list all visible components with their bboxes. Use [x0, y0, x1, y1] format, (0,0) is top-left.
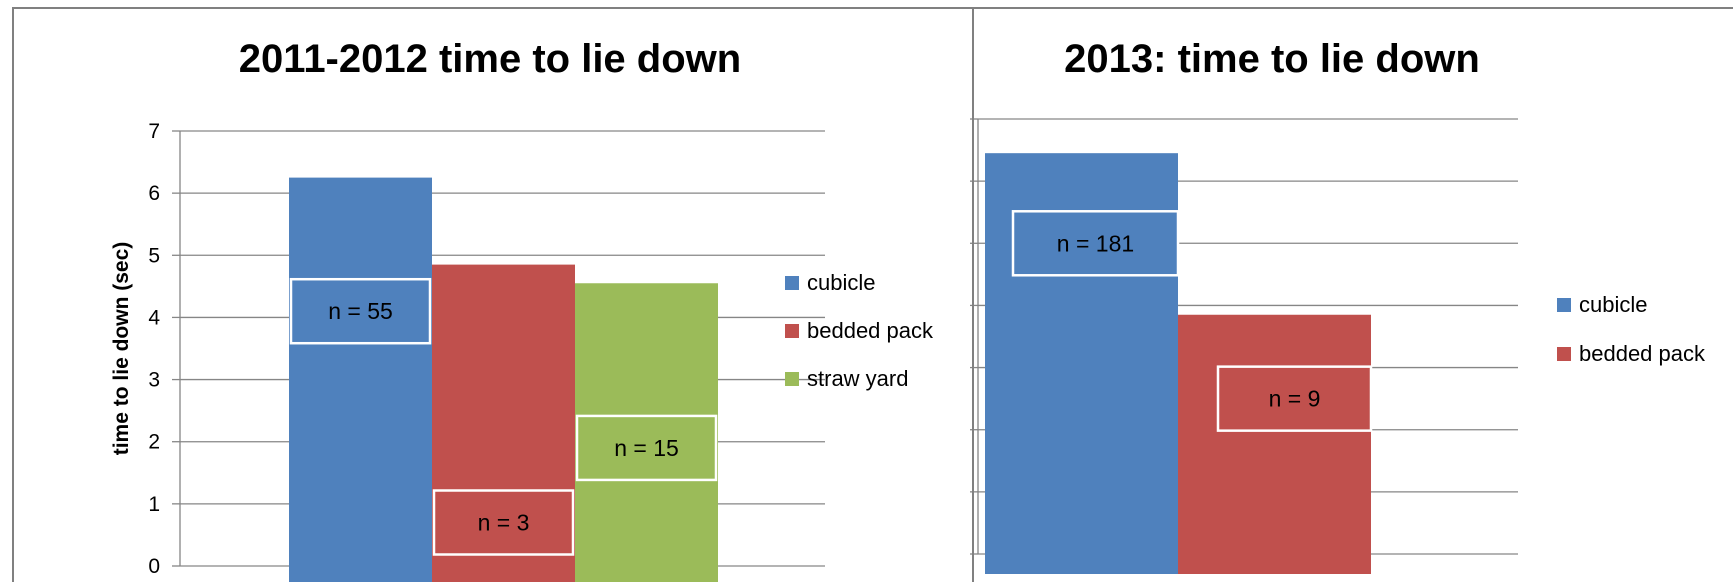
annotation-label-cubicle: n = 55 [328, 298, 393, 324]
y-tick-label: 5 [148, 244, 160, 267]
legend-label-cubicle: cubicle [807, 270, 875, 295]
legend-swatch-bedded-pack [785, 324, 799, 338]
legend-swatch-bedded-pack [1557, 347, 1571, 361]
legend-label-cubicle: cubicle [1579, 292, 1647, 317]
y-tick-label: 7 [148, 120, 160, 143]
chart-panel-2011-2012: 2011-2012 time to lie down 0 1 2 3 4 5 6 7 time t… [110, 37, 934, 586]
y-tick-label: 6 [148, 182, 160, 205]
chart-title: 2011-2012 time to lie down [239, 37, 741, 81]
bar-bedded-pack [1178, 314, 1371, 574]
annotation-box-bedded-pack [1216, 365, 1373, 432]
legend-label-straw-yard: straw yard [807, 366, 908, 391]
annotation-label-straw-yard: n = 15 [614, 435, 679, 461]
chart-panel-2013: 2013: time to lie down n = 181 cubicle n = … [970, 37, 1706, 574]
annotation-box-bedded-pack [432, 489, 575, 556]
annotation-box-cubicle [289, 277, 432, 345]
legend-label-bedded-pack: bedded pack [807, 318, 934, 343]
annotation-label-cubicle: n = 181 [1057, 230, 1134, 256]
annotation-box-straw-yard [575, 414, 718, 482]
y-tick-label: 2 [148, 431, 160, 454]
legend-swatch-cubicle [785, 276, 799, 290]
annotation-box-cubicle [1011, 210, 1180, 277]
y-axis-label: time to lie down (sec) [110, 242, 133, 456]
legend-label-bedded-pack: bedded pack [1579, 341, 1706, 366]
y-tick-label: 3 [148, 369, 160, 392]
y-tick-label: 0 [148, 555, 160, 578]
bar-cubicle [289, 177, 432, 586]
panel-frame-right [972, 7, 1733, 587]
annotation-label-bedded-pack: n = 3 [478, 510, 530, 536]
y-tick-label: 4 [148, 306, 160, 329]
legend-swatch-cubicle [1557, 298, 1571, 312]
y-tick-label: 1 [148, 493, 160, 516]
legend-swatch-straw-yard [785, 372, 799, 386]
annotation-label-bedded-pack: n = 9 [1269, 386, 1321, 412]
chart-title: 2013: time to lie down [1064, 37, 1480, 81]
